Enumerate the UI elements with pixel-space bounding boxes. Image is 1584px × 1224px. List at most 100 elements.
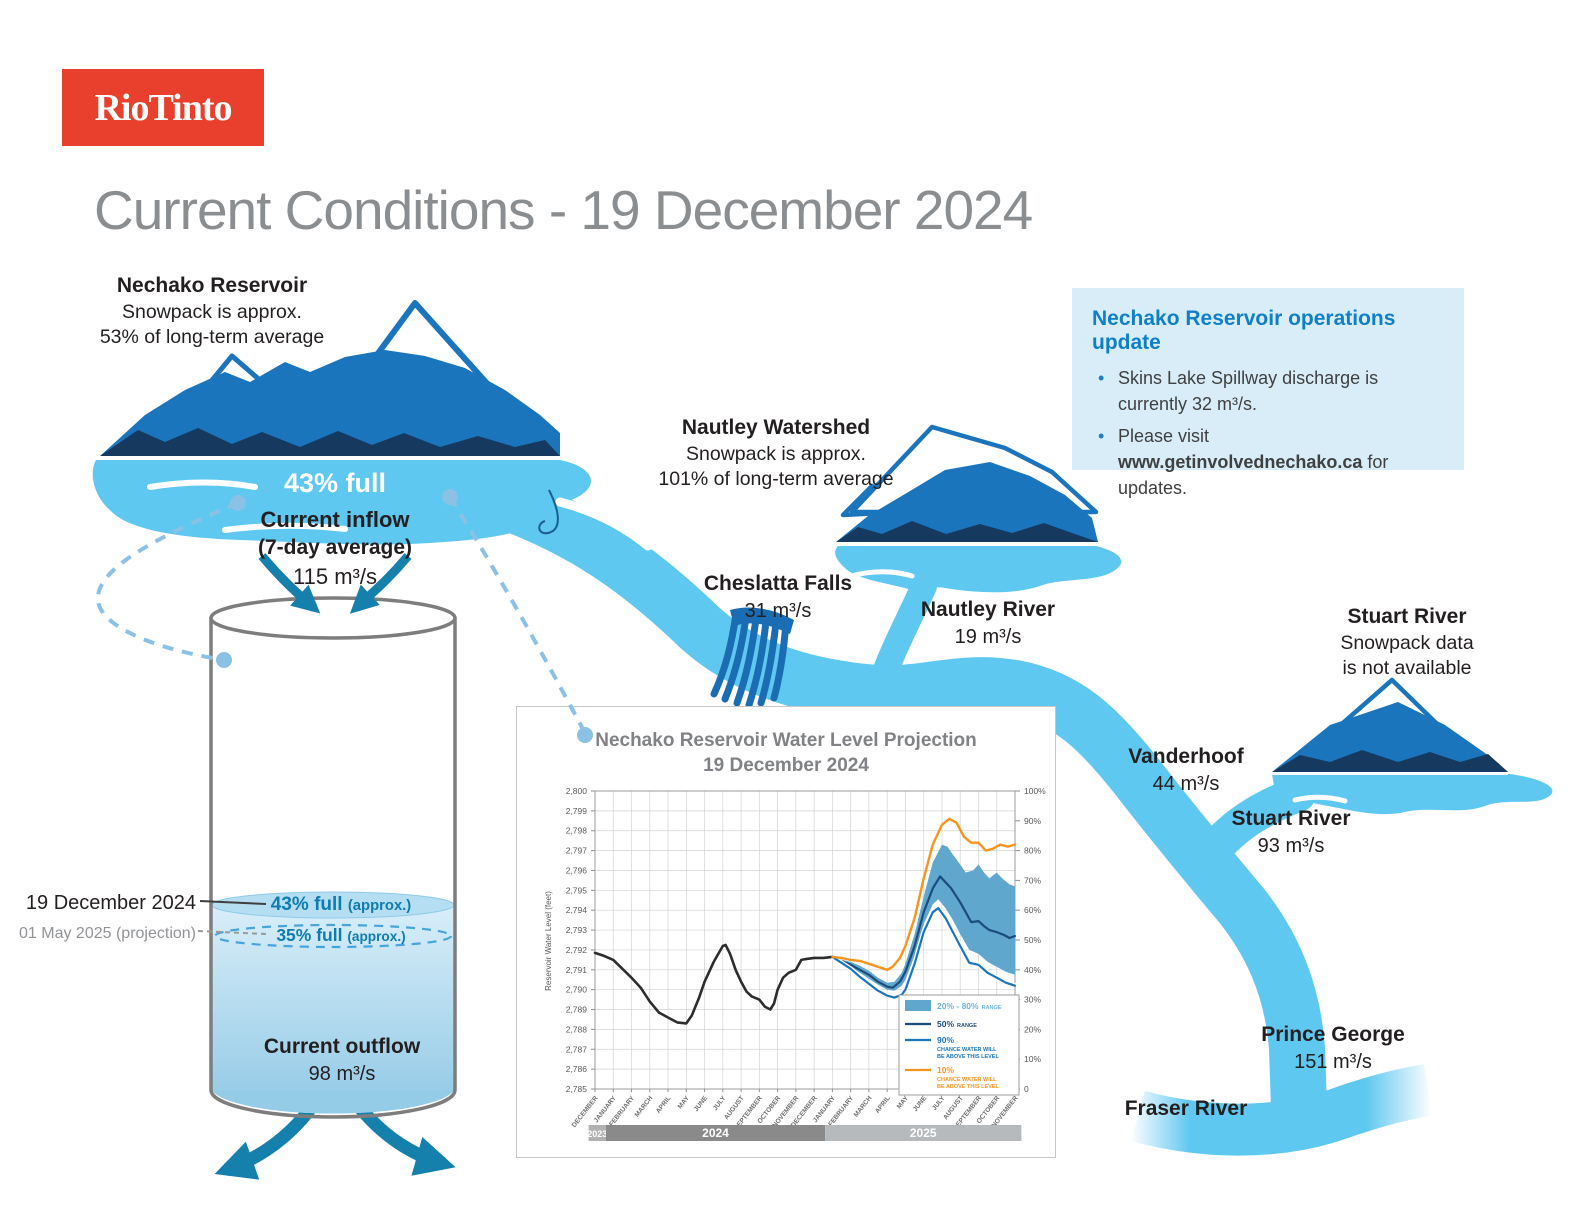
- stuart-river-flow-value: 93 m³/s: [1257, 834, 1325, 857]
- tank-current-level-label: 43% full (approx.): [270, 894, 412, 915]
- nautley-flow-value: 19 m³/s: [954, 625, 1022, 648]
- svg-text:BE ABOVE THIS LEVEL: BE ABOVE THIS LEVEL: [937, 1084, 999, 1090]
- prince-george-flow-value: 151 m³/s: [1294, 1050, 1372, 1073]
- svg-text:2,790: 2,790: [566, 985, 588, 995]
- svg-text:CHANCE WATER WILL: CHANCE WATER WILL: [937, 1077, 997, 1083]
- nechako-snowpack-line1: Snowpack is approx.: [122, 300, 302, 323]
- svg-text:2,785: 2,785: [566, 1084, 588, 1094]
- svg-text:JULY: JULY: [712, 1094, 728, 1112]
- chart-plot: 2,785 2,786 2,787 2,788 2,789 2,790 2,791 2,792…: [544, 786, 1046, 1141]
- svg-text:2,786: 2,786: [566, 1064, 588, 1074]
- svg-text:CHANCE WATER WILL: CHANCE WATER WILL: [937, 1047, 997, 1053]
- page-title: Current Conditions - 19 December 2024: [94, 179, 1033, 241]
- current-outflow-label: Current outflow 98 m³/s: [242, 1033, 442, 1087]
- svg-text:2,797: 2,797: [566, 846, 588, 856]
- ops-bullet-website: Please visit www.getinvolvednechako.ca f…: [1096, 423, 1444, 501]
- svg-text:50%RANGE: 50% RANGE: [937, 1019, 977, 1029]
- svg-text:20%: 20%: [1024, 1024, 1041, 1034]
- svg-text:2,791: 2,791: [566, 965, 588, 975]
- svg-text:2,787: 2,787: [566, 1044, 588, 1054]
- svg-text:90%: 90%: [937, 1035, 954, 1045]
- waterfall-icon: [710, 607, 794, 709]
- svg-text:60%: 60%: [1024, 905, 1041, 915]
- nautley-watershed-label: Nautley Watershed Snowpack is approx. 10…: [626, 414, 926, 493]
- rio-tinto-logo: RioTinto: [62, 69, 264, 146]
- main-river: [444, 462, 1327, 1136]
- stuart-snowpack-line2: is not available: [1342, 657, 1472, 680]
- svg-text:20% - 80%RANGE: 20% - 80% RANGE: [937, 1001, 1002, 1011]
- stuart-river-label: Stuart River 93 m³/s: [1191, 805, 1391, 859]
- svg-text:2,789: 2,789: [566, 1005, 588, 1015]
- svg-text:10%: 10%: [937, 1065, 954, 1075]
- svg-text:2,799: 2,799: [566, 806, 588, 816]
- svg-text:2023: 2023: [587, 1129, 607, 1139]
- svg-text:APRIL: APRIL: [655, 1095, 673, 1115]
- nautley-snowpack-line2: 101% of long-term average: [658, 468, 894, 491]
- stuart-river-stream: [1188, 776, 1316, 878]
- svg-text:2,793: 2,793: [566, 925, 588, 935]
- outflow-value: 98 m³/s: [308, 1062, 376, 1085]
- stuart-snowpack-line1: Snowpack data: [1340, 631, 1474, 654]
- tank-current-date-label: 19 December 2024: [25, 892, 196, 914]
- ops-title: Nechako Reservoir operations update: [1092, 307, 1396, 354]
- tank-projection-date-label: 01 May 2025 (projection): [19, 925, 196, 942]
- svg-text:10%: 10%: [1024, 1054, 1041, 1064]
- cheslatta-flow-value: 31 m³/s: [744, 599, 812, 622]
- nechako-reservoir-name: Nechako Reservoir: [116, 274, 308, 297]
- svg-text:JUNE: JUNE: [693, 1094, 710, 1113]
- svg-text:80%: 80%: [1024, 846, 1041, 856]
- svg-text:2,788: 2,788: [566, 1024, 588, 1034]
- inflow-subtitle: (7-day average): [257, 536, 413, 560]
- svg-text:2025: 2025: [910, 1126, 937, 1140]
- website-link[interactable]: www.getinvolvednechako.ca: [1118, 452, 1363, 473]
- svg-text:Reservoir Water Level (feet): Reservoir Water Level (feet): [544, 891, 553, 991]
- svg-text:2,792: 2,792: [566, 945, 588, 955]
- svg-text:30%: 30%: [1024, 995, 1041, 1005]
- inflow-arrows: [258, 553, 412, 614]
- inflow-title: Current inflow: [260, 507, 410, 532]
- svg-text:JULY: JULY: [931, 1094, 947, 1112]
- ops-bullet-spillway: Skins Lake Spillway discharge is current…: [1096, 365, 1444, 417]
- nechako-snowpack-line2: 53% of long-term average: [99, 326, 325, 349]
- svg-text:100%: 100%: [1024, 786, 1046, 796]
- tank-mouth: [209, 596, 457, 640]
- nautley-lake: [835, 546, 1122, 593]
- svg-text:2,798: 2,798: [566, 826, 588, 836]
- reservoir-tank: [197, 596, 457, 1119]
- svg-text:JUNE: JUNE: [912, 1094, 929, 1113]
- svg-text:2,795: 2,795: [566, 885, 588, 895]
- operations-update-panel: Nechako Reservoir operations update Skin…: [1072, 288, 1464, 498]
- fraser-river-stream: [1131, 1064, 1433, 1156]
- svg-text:MARCH: MARCH: [853, 1095, 874, 1119]
- logo-text: RioTinto: [94, 86, 232, 129]
- svg-text:MARCH: MARCH: [634, 1095, 655, 1119]
- tank-projected-level-line: [213, 923, 453, 949]
- fraser-river-label: Fraser River: [1124, 1097, 1248, 1120]
- svg-text:MAY: MAY: [677, 1094, 692, 1110]
- vanderhoof-flow-value: 44 m³/s: [1152, 772, 1220, 795]
- tank-projected-level-label: 35% full (approx.): [276, 925, 406, 945]
- svg-text:BE ABOVE THIS LEVEL: BE ABOVE THIS LEVEL: [937, 1054, 999, 1060]
- svg-text:0: 0: [1024, 1084, 1029, 1094]
- projected-level-pointer: [197, 930, 267, 935]
- current-inflow-label: Current inflow (7-day average) 115 m³/s: [210, 505, 460, 591]
- svg-text:APRIL: APRIL: [874, 1095, 892, 1115]
- vanderhoof-label: Vanderhoof 44 m³/s: [1086, 743, 1286, 797]
- svg-text:MAY: MAY: [896, 1094, 911, 1110]
- nautley-river-stream: [867, 573, 937, 699]
- nautley-watershed-name: Nautley Watershed: [681, 416, 871, 439]
- cheslatta-falls-label: Cheslatta Falls 31 m³/s: [668, 570, 888, 624]
- prince-george-label: Prince George 151 m³/s: [1233, 1021, 1433, 1075]
- svg-text:90%: 90%: [1024, 816, 1041, 826]
- outflow-title: Current outflow: [263, 1035, 421, 1058]
- stuart-lake: [1272, 774, 1553, 815]
- nautley-snowpack-line1: Snowpack is approx.: [686, 442, 866, 465]
- current-level-pointer: [199, 900, 267, 905]
- stuart-mountain-icon: [1272, 677, 1508, 775]
- nautley-river-label: Nautley River 19 m³/s: [888, 596, 1088, 650]
- stuart-watershed-label: Stuart River Snowpack data is not availa…: [1282, 603, 1532, 682]
- svg-text:2,794: 2,794: [566, 905, 588, 915]
- svg-text:50%: 50%: [1024, 935, 1041, 945]
- svg-text:70%: 70%: [1024, 875, 1041, 885]
